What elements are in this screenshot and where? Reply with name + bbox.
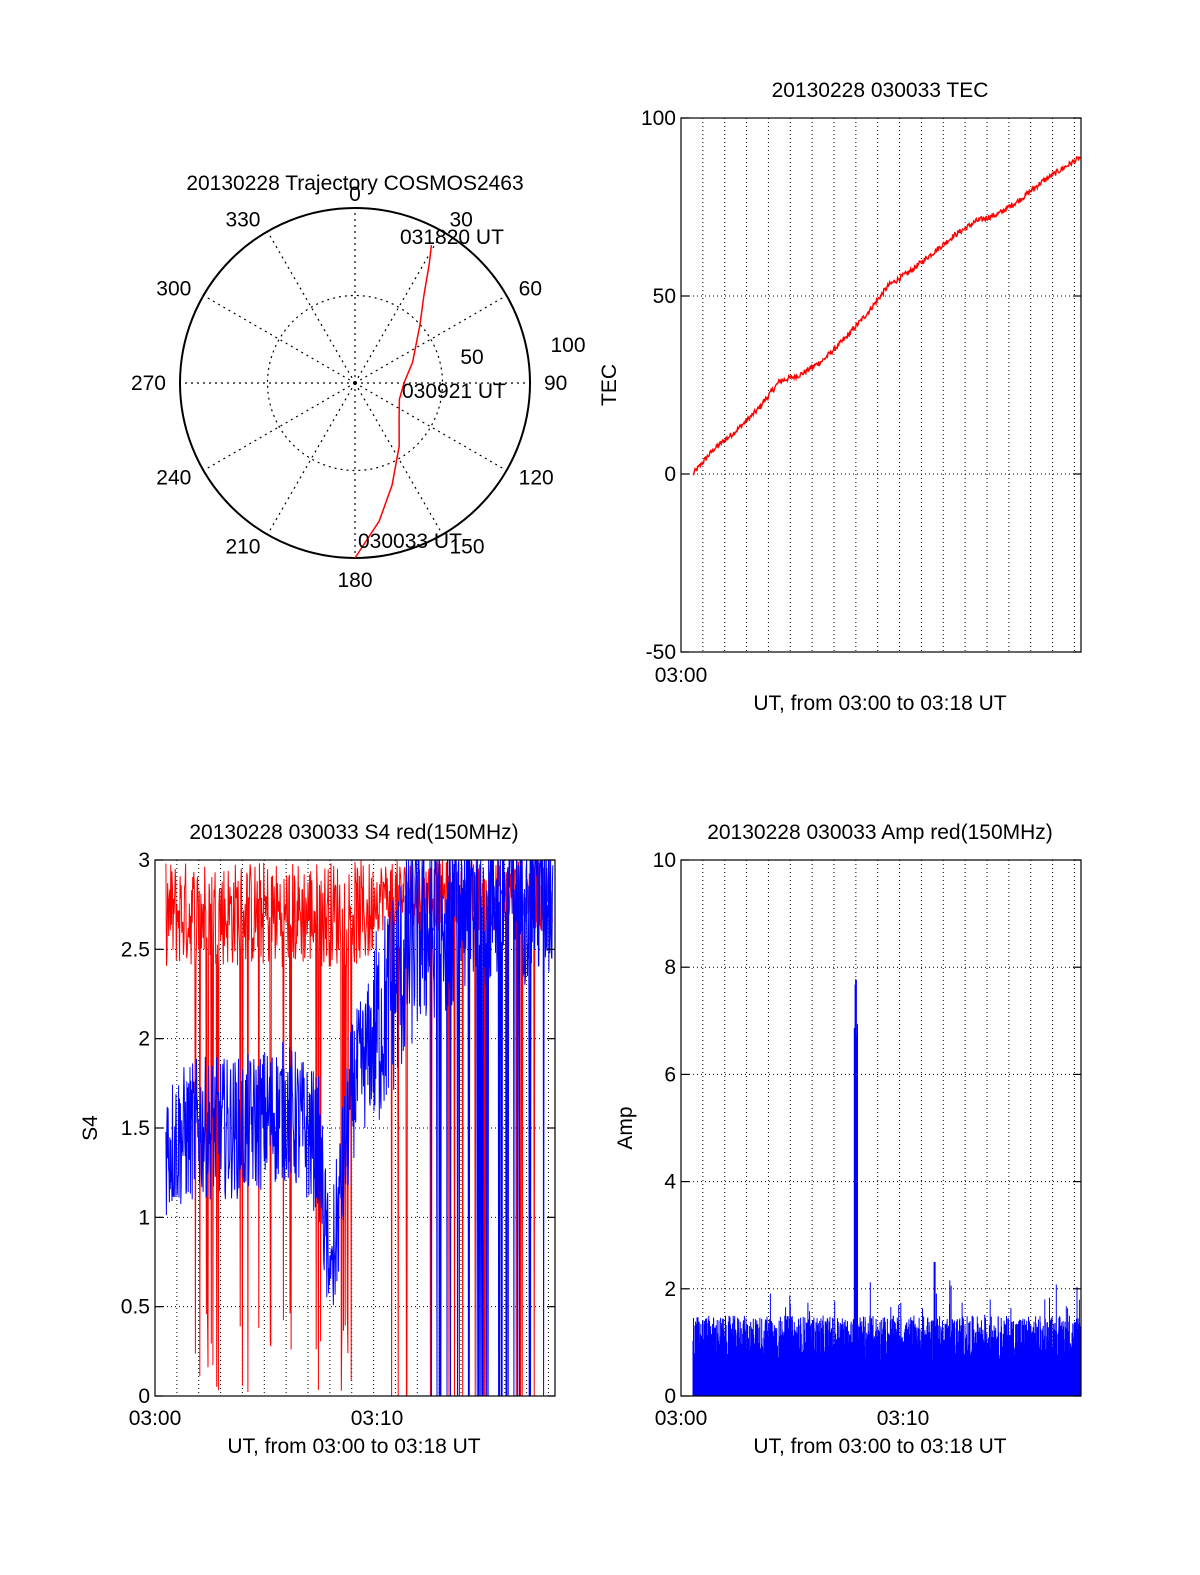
y-tick-label-2: 2 — [138, 1028, 150, 1051]
polar-angle-label-240: 240 — [156, 467, 191, 490]
y-tick-label-8: 8 — [664, 956, 676, 979]
y-tick-label-50: 50 — [653, 285, 676, 308]
polar-angle-labels: 0 30 60 90 120 150 180 210 240 270 300 330 — [131, 183, 567, 592]
y-tick-label-0: 0 — [664, 1385, 676, 1408]
amp-grid — [681, 860, 1081, 1396]
y-tick-label-6: 6 — [664, 1063, 676, 1086]
y-tick-label--50: -50 — [646, 641, 676, 664]
polar-angle-label-120: 120 — [519, 467, 554, 490]
tec-series-line — [692, 155, 1082, 477]
amp-ylabel: Amp — [614, 1106, 637, 1149]
polar-radius-label-100: 100 — [550, 334, 585, 357]
polar-spoke-60 — [354, 294, 507, 384]
polar-angle-label-270: 270 — [131, 372, 166, 395]
polar-radius-label-50: 50 — [460, 346, 483, 369]
polar-angle-label-60: 60 — [519, 278, 542, 301]
s4-x-tick-0300: 03:00 — [129, 1407, 182, 1430]
y-tick-label-3: 3 — [138, 849, 150, 872]
polar-angle-label-210: 210 — [225, 536, 260, 559]
s4-y-ticks: 0 0.5 1 1.5 2 2.5 3 — [121, 849, 555, 1408]
polar-spokes — [180, 208, 530, 558]
y-tick-label-0: 0 — [664, 463, 676, 486]
polar-inner-circle — [266, 294, 444, 472]
polar-spoke-30 — [354, 231, 444, 384]
y-tick-label-100: 100 — [641, 107, 676, 130]
s4-title: 20130228 030033 S4 red(150MHz) — [189, 821, 518, 844]
y-tick-label-4: 4 — [664, 1171, 676, 1194]
y-tick-label-2.5: 2.5 — [121, 938, 150, 961]
tec-x-tick-0300: 03:00 — [655, 664, 708, 687]
y-tick-label-0.5: 0.5 — [121, 1296, 150, 1319]
s4-blue-line — [165, 858, 554, 1397]
track-label-start: 030033 UT — [358, 530, 462, 553]
track-label-end: 031820 UT — [400, 226, 504, 249]
y-tick-label-10: 10 — [653, 849, 676, 872]
polar-spoke-300 — [203, 294, 356, 384]
polar-spoke-210 — [266, 382, 356, 535]
tec-y-ticks: -50 0 50 100 — [641, 107, 1081, 664]
amp-plot-frame — [680, 859, 1082, 1397]
polar-angle-label-90: 90 — [544, 372, 567, 395]
polar-angle-label-180: 180 — [337, 569, 372, 592]
satellite-track-line — [354, 245, 433, 559]
polar-angle-label-30: 30 — [450, 208, 473, 231]
track-label-mid: 030921 UT — [402, 380, 506, 403]
amp-x-tick-0300: 03:00 — [655, 1407, 708, 1430]
polar-spoke-150 — [354, 382, 444, 535]
polar-trajectory-chart: 20130228 Trajectory COSMOS2463 0 30 60 90 12… — [131, 172, 586, 592]
polar-angle-label-330: 330 — [225, 208, 260, 231]
s4-xlabel: UT, from 03:00 to 03:18 UT — [227, 1435, 480, 1458]
amp-xlabel: UT, from 03:00 to 03:18 UT — [753, 1435, 1006, 1458]
polar-spoke-120 — [354, 382, 507, 472]
tec-xlabel: UT, from 03:00 to 03:18 UT — [753, 692, 1006, 715]
tec-plot-frame — [680, 117, 1082, 653]
amp-blue-bars — [692, 979, 1082, 1396]
amp-x-tick-0310: 03:10 — [877, 1407, 930, 1430]
y-tick-label-1.5: 1.5 — [121, 1117, 150, 1140]
polar-angle-label-300: 300 — [156, 278, 191, 301]
y-tick-label-2: 2 — [664, 1278, 676, 1301]
s4-blue-series — [165, 858, 554, 1397]
s4-chart: 20130228 030033 S4 red(150MHz) 0 0.5 1 1.5 2… — [79, 821, 556, 1458]
tec-grid — [681, 118, 1081, 652]
amp-y-ticks: 0 2 4 6 8 10 — [653, 849, 1081, 1408]
polar-angle-label-0: 0 — [349, 183, 361, 206]
polar-angle-label-150: 150 — [450, 536, 485, 559]
polar-spoke-240 — [203, 382, 356, 472]
y-tick-label-0: 0 — [138, 1385, 150, 1408]
polar-title: 20130228 Trajectory COSMOS2463 — [186, 172, 523, 195]
amp-blue-series — [692, 979, 1082, 1396]
amp-chart: 20130228 030033 Amp red(150MHz) 0246810 … — [614, 821, 1082, 1458]
polar-spoke-330 — [266, 231, 356, 384]
amp-title: 20130228 030033 Amp red(150MHz) — [707, 821, 1053, 844]
s4-ylabel: S4 — [79, 1115, 102, 1141]
s4-x-tick-0310: 03:10 — [351, 1407, 404, 1430]
tec-title: 20130228 030033 TEC — [772, 79, 989, 102]
tec-ylabel: TEC — [598, 364, 621, 406]
y-tick-label-1: 1 — [138, 1206, 150, 1229]
